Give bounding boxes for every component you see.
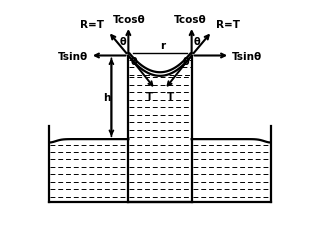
Text: R=T: R=T bbox=[217, 20, 241, 30]
Text: Tcosθ: Tcosθ bbox=[174, 15, 207, 25]
Text: T: T bbox=[166, 92, 174, 102]
Text: Tsinθ: Tsinθ bbox=[232, 51, 263, 61]
Text: h: h bbox=[103, 93, 110, 103]
Text: r: r bbox=[160, 40, 165, 50]
Text: T: T bbox=[146, 92, 154, 102]
Text: Tsinθ: Tsinθ bbox=[57, 51, 88, 61]
Text: θ: θ bbox=[131, 57, 137, 67]
Text: R=T: R=T bbox=[79, 20, 103, 30]
Text: θ: θ bbox=[194, 37, 201, 47]
Text: Tcosθ: Tcosθ bbox=[113, 15, 146, 25]
Text: θ: θ bbox=[119, 37, 126, 47]
Text: θ: θ bbox=[183, 57, 189, 67]
